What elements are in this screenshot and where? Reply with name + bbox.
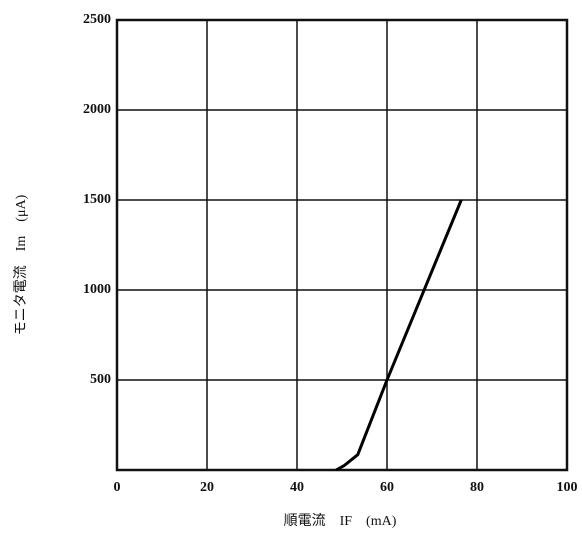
y-tick-label: 1000 [83, 282, 111, 297]
y-tick-label: 2500 [83, 12, 111, 27]
x-tick-label: 0 [114, 480, 121, 495]
y-tick-label: 2000 [83, 102, 111, 117]
plot-frame [117, 20, 567, 470]
x-tick-label: 60 [380, 480, 394, 495]
x-tick-label: 20 [200, 480, 214, 495]
y-tick-label: 500 [90, 372, 111, 387]
chart: 順電流 IF (mA) モニタ電流 Im (μA) 50010001500200… [0, 0, 582, 540]
x-tick-label: 80 [470, 480, 484, 495]
x-axis-label: 順電流 IF (mA) [284, 513, 397, 529]
data-line [336, 200, 461, 470]
y-axis-label: モニタ電流 Im (μA) [13, 194, 29, 335]
x-tick-label: 100 [557, 480, 578, 495]
x-tick-label: 40 [290, 480, 304, 495]
y-tick-label: 1500 [83, 192, 111, 207]
page: 順電流 IF (mA) モニタ電流 Im (μA) 50010001500200… [0, 0, 582, 540]
